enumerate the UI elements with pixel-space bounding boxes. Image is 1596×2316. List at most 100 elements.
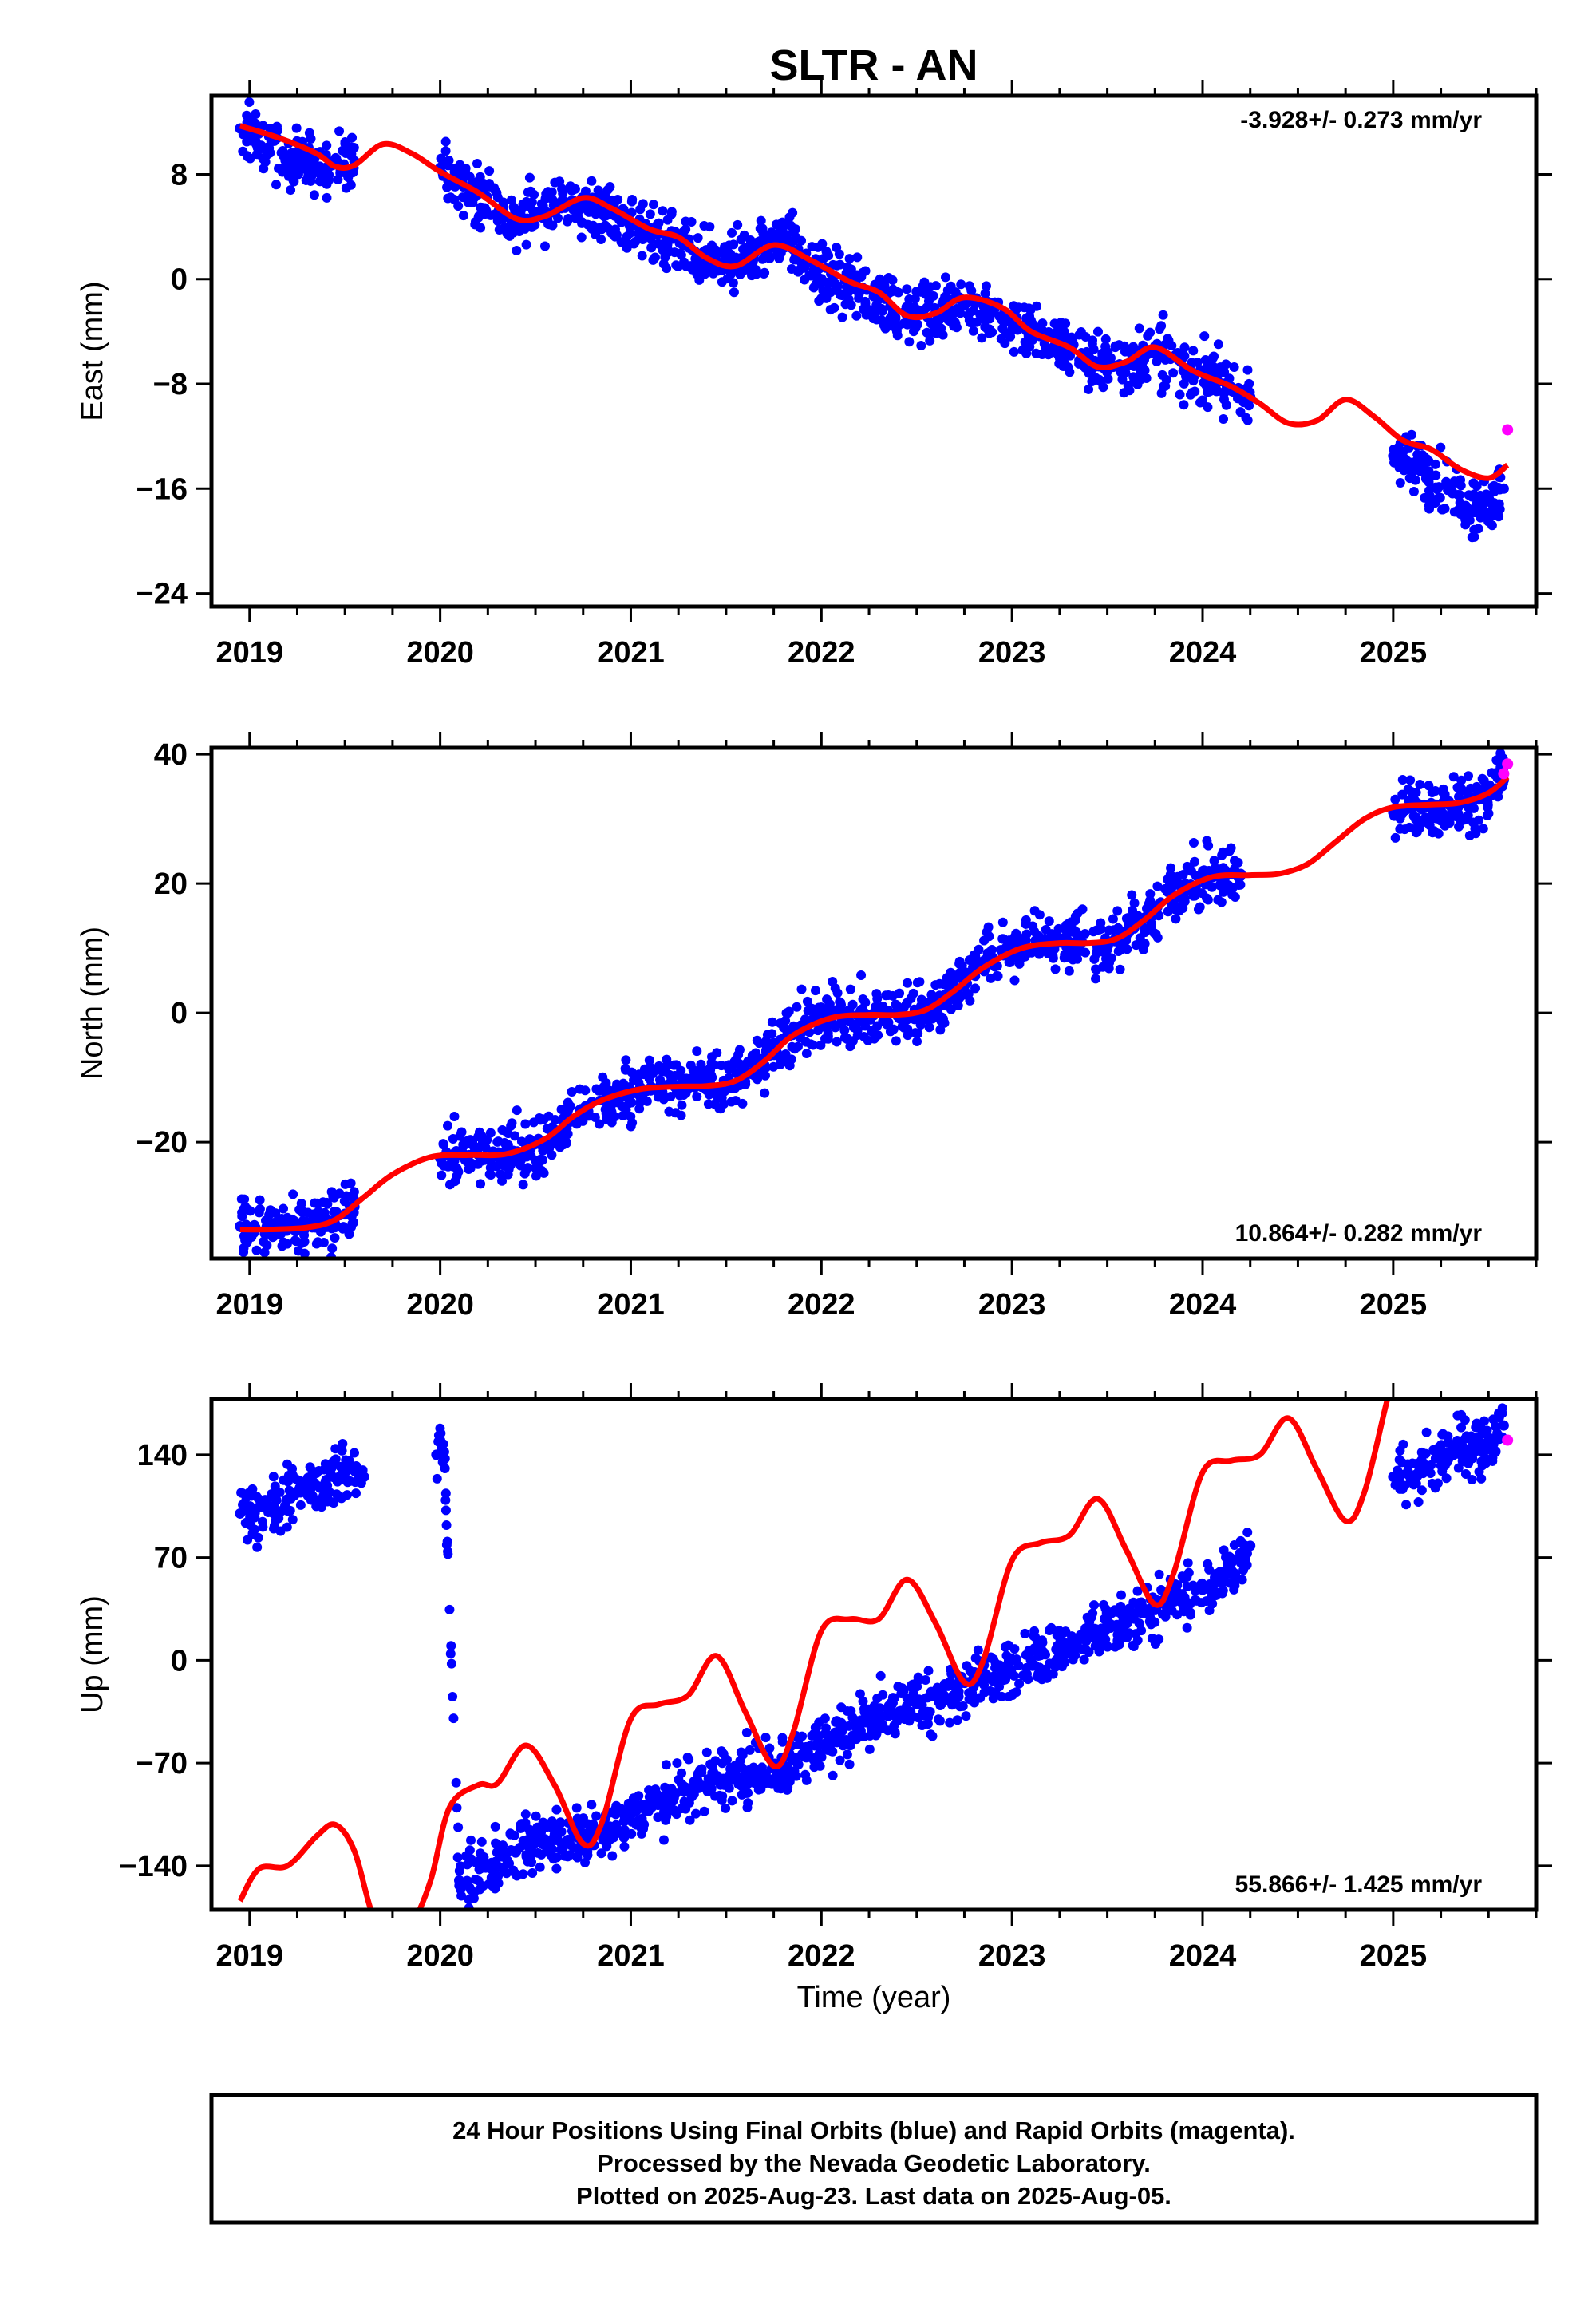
- data-point: [1029, 927, 1040, 937]
- data-point: [828, 1746, 838, 1757]
- data-point: [1046, 929, 1057, 939]
- data-point: [654, 1061, 664, 1071]
- data-point: [527, 1868, 538, 1879]
- data-point: [1464, 490, 1474, 500]
- data-point: [282, 1494, 292, 1504]
- data-point: [337, 1445, 347, 1456]
- data-point: [1088, 1608, 1098, 1618]
- data-point: [346, 180, 356, 190]
- data-point: [331, 1489, 342, 1500]
- data-point: [945, 1717, 955, 1728]
- data-point: [1213, 895, 1223, 905]
- data-point: [1179, 400, 1189, 410]
- data-point: [595, 1119, 605, 1129]
- data-point: [1390, 794, 1400, 804]
- data-point: [724, 240, 734, 251]
- data-point: [1100, 1634, 1111, 1645]
- data-point: [1050, 964, 1061, 974]
- data-point: [1203, 402, 1213, 413]
- data-point: [1114, 1635, 1124, 1646]
- data-point: [801, 1049, 812, 1059]
- data-point: [476, 223, 486, 233]
- data-point: [239, 1194, 250, 1204]
- data-point: [912, 1682, 922, 1692]
- data-point: [1453, 1463, 1464, 1473]
- data-point: [306, 171, 317, 181]
- data-point: [313, 162, 323, 172]
- data-point: [1158, 310, 1168, 320]
- data-point: [276, 148, 286, 158]
- data-point: [259, 1236, 269, 1247]
- data-point: [313, 1237, 323, 1247]
- data-point: [319, 1207, 330, 1218]
- data-point: [693, 260, 704, 271]
- rapid-point: [1502, 424, 1514, 436]
- data-point: [713, 266, 723, 276]
- data-point: [851, 1021, 861, 1031]
- data-point: [1114, 1624, 1124, 1634]
- data-point: [912, 1037, 922, 1047]
- data-point: [1017, 345, 1028, 355]
- data-point: [1037, 318, 1048, 329]
- data-point: [1201, 1596, 1211, 1607]
- data-point: [739, 230, 749, 240]
- data-point: [1458, 1442, 1468, 1452]
- data-point: [851, 310, 862, 321]
- data-point: [299, 1248, 310, 1259]
- x-tick-label: 2025: [1360, 636, 1428, 670]
- data-point: [601, 1078, 611, 1089]
- data-point: [688, 1065, 698, 1076]
- data-point: [1418, 1457, 1428, 1468]
- data-point: [1406, 794, 1416, 804]
- data-point: [518, 1180, 528, 1190]
- data-point: [287, 1515, 298, 1525]
- data-point: [1061, 318, 1071, 329]
- data-point: [251, 1491, 262, 1501]
- data-point: [845, 1741, 855, 1751]
- data-point: [777, 1737, 788, 1747]
- data-point: [735, 1756, 745, 1766]
- data-point: [764, 1743, 775, 1753]
- data-point: [572, 1813, 583, 1824]
- data-point: [441, 1539, 452, 1550]
- data-point: [1017, 1670, 1028, 1681]
- data-point: [1219, 367, 1230, 377]
- data-point: [338, 1439, 348, 1449]
- panel-east: 2019 2020 2021 2022 2023 2024 2025 8 0 −8 −16 −24 Ea…: [76, 80, 1552, 670]
- data-point: [672, 1758, 682, 1769]
- data-point: [466, 1835, 476, 1845]
- data-point: [636, 1824, 646, 1834]
- data-point: [458, 211, 468, 221]
- data-point: [255, 1195, 265, 1205]
- data-point: [966, 286, 977, 296]
- data-point: [789, 255, 800, 265]
- data-point: [751, 1072, 761, 1082]
- data-point: [1175, 389, 1185, 400]
- data-point: [956, 279, 966, 290]
- data-point: [681, 224, 691, 235]
- data-point: [243, 152, 253, 162]
- data-point: [643, 1806, 654, 1816]
- data-point: [790, 224, 800, 235]
- data-point: [519, 223, 530, 234]
- data-point: [845, 984, 855, 994]
- data-point: [630, 1793, 640, 1804]
- data-point: [1464, 771, 1474, 781]
- data-point: [512, 1105, 522, 1116]
- data-point: [531, 1163, 541, 1173]
- x-tick-label: 2024: [1169, 1288, 1237, 1322]
- data-point: [828, 977, 838, 987]
- data-point: [684, 1754, 694, 1765]
- data-point: [757, 1762, 767, 1773]
- data-point: [985, 1672, 995, 1682]
- data-point: [493, 1136, 504, 1147]
- data-point: [551, 1863, 562, 1874]
- data-point: [1009, 975, 1020, 986]
- data-point: [810, 1722, 820, 1733]
- data-point: [1490, 1433, 1500, 1444]
- data-point: [1183, 1558, 1193, 1568]
- data-point: [340, 138, 350, 148]
- data-point: [321, 1475, 331, 1485]
- data-point: [571, 1119, 582, 1129]
- data-point: [519, 1818, 530, 1828]
